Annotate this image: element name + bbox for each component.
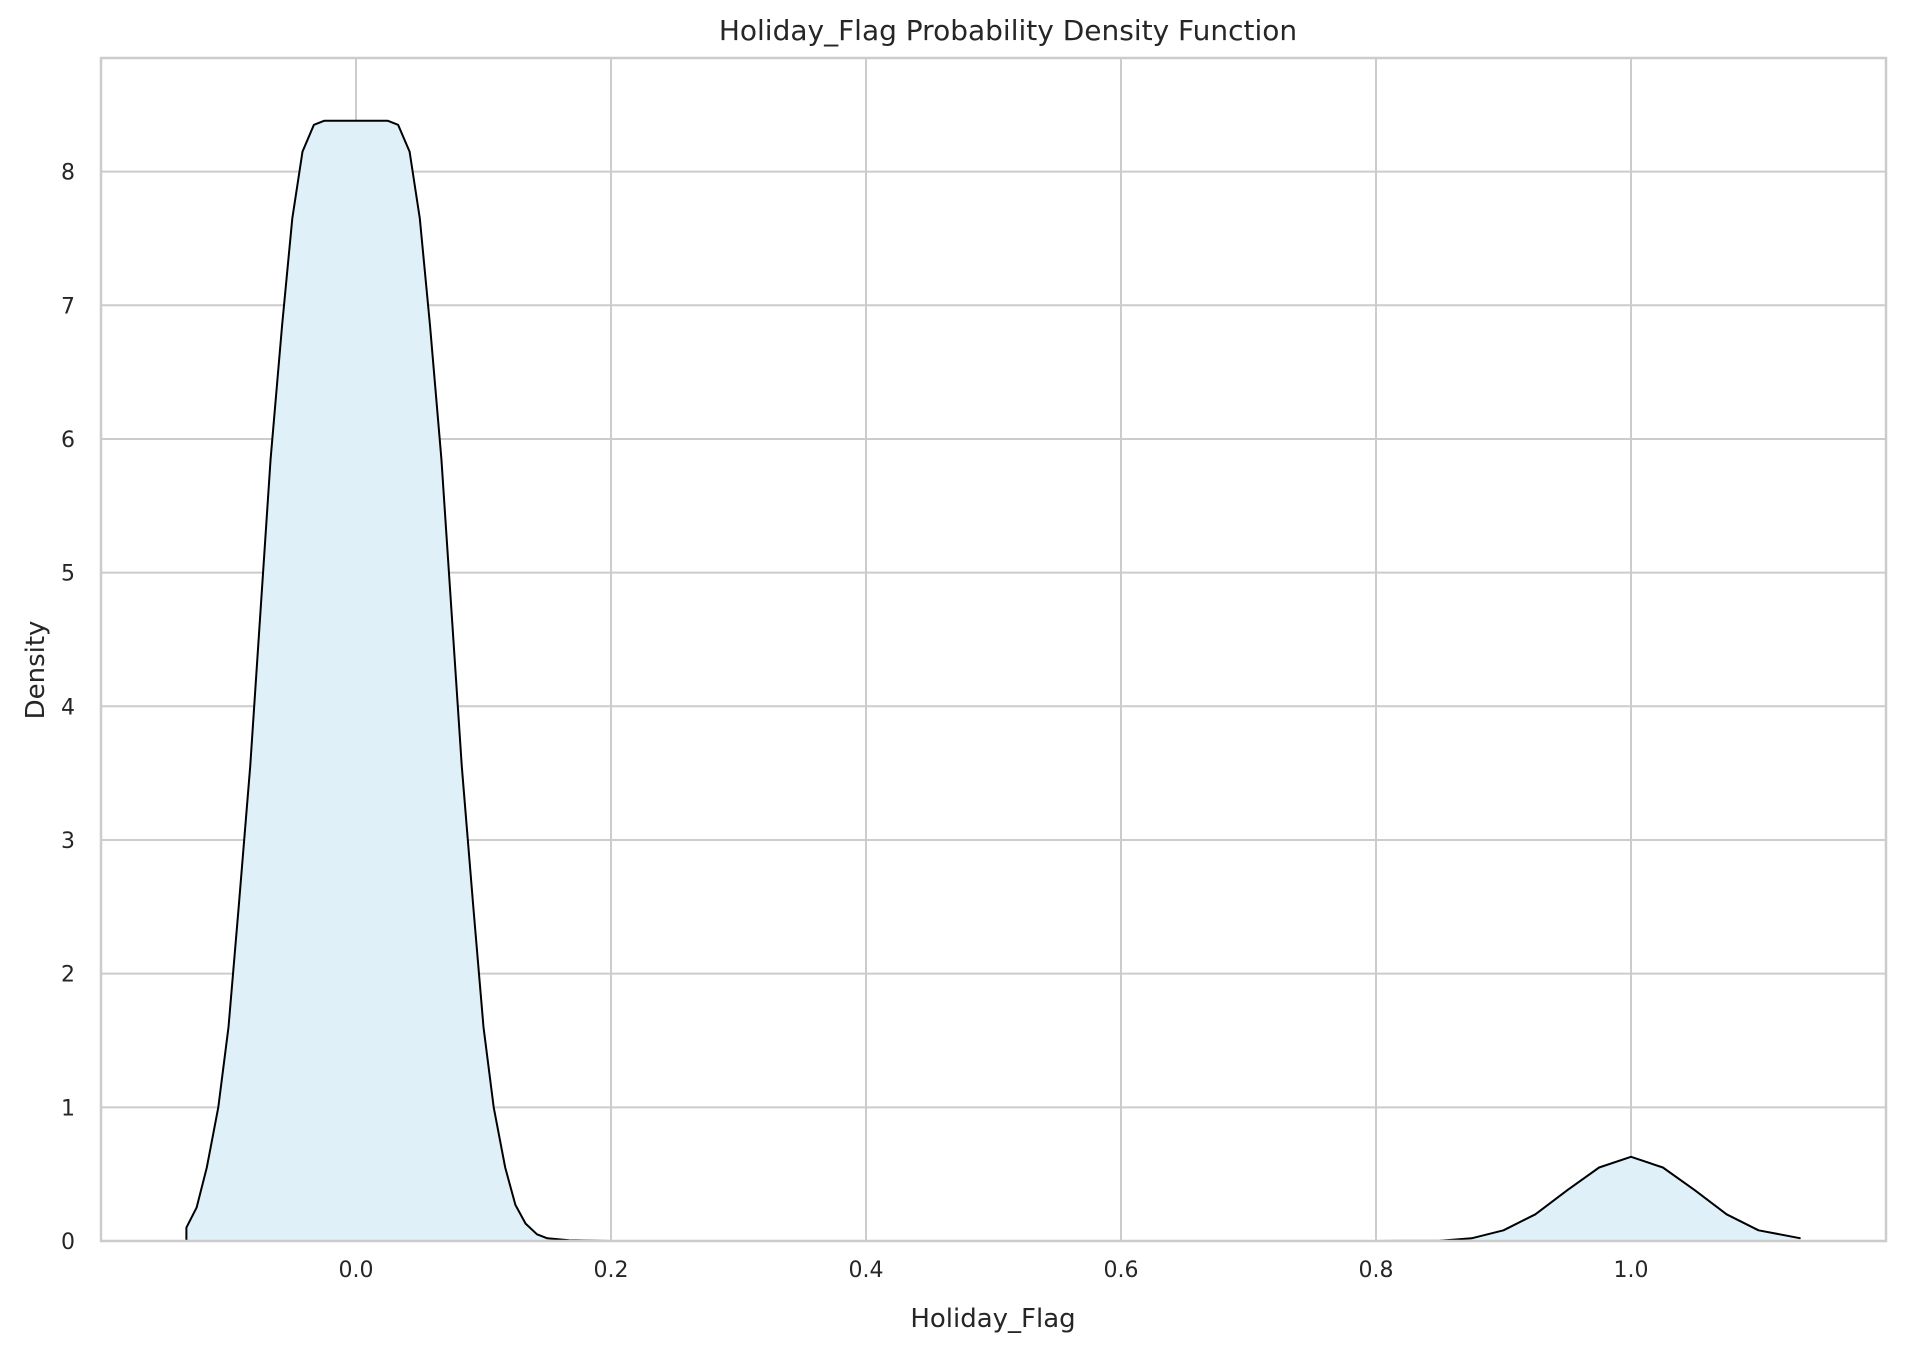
y-tick-label: 8: [61, 161, 75, 186]
density-line: [185, 119, 1801, 1242]
x-tick-label: 0.0: [339, 1258, 374, 1283]
x-tick-label: 0.2: [594, 1258, 629, 1283]
axes-frame: [99, 56, 1888, 1243]
x-tick-label: 0.6: [1104, 1258, 1139, 1283]
y-tick-label: 5: [61, 562, 75, 587]
x-tick-label: 0.8: [1359, 1258, 1394, 1283]
y-tick-label: 0: [61, 1230, 75, 1255]
density-area-layer: [185, 119, 1801, 1242]
density-fill: [186, 120, 1801, 1241]
y-tick-label: 1: [61, 1096, 75, 1121]
x-axis-title: Holiday_Flag: [910, 1304, 1075, 1334]
y-tick-label: 7: [61, 294, 75, 319]
y-tick-label: 3: [61, 829, 75, 854]
y-tick-label: 6: [61, 428, 75, 453]
y-axis-title: Density: [21, 621, 51, 720]
x-tick-label: 1.0: [1614, 1258, 1649, 1283]
plot-frame: [99, 56, 1888, 1243]
tick-labels: 0.0 0.2 0.4 0.6 0.8 1.0 0 1 2 3 4 5 6 7 8: [61, 161, 1649, 1283]
chart-title: Holiday_Flag Probability Density Functio…: [719, 14, 1297, 47]
y-tick-label: 2: [61, 963, 75, 988]
x-tick-label: 0.4: [849, 1258, 884, 1283]
y-tick-label: 4: [61, 695, 75, 720]
